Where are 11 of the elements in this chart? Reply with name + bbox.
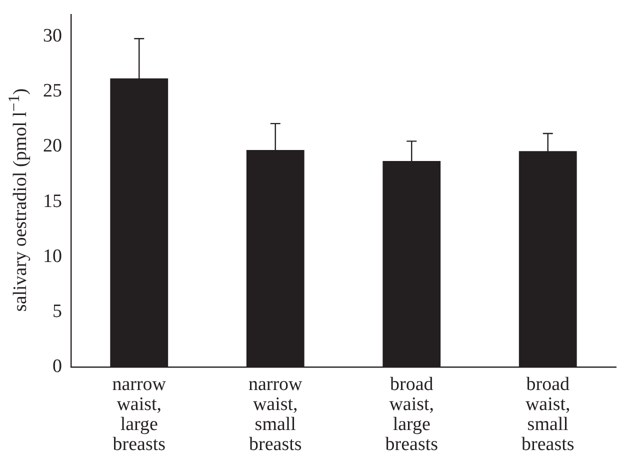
y-tick-label: 5: [52, 301, 62, 322]
x-tick-label: narrow waist, large breasts: [112, 374, 166, 456]
x-tick-label: narrow waist, small breasts: [248, 374, 303, 456]
y-tick-label: 0: [52, 356, 62, 378]
y-tick-label: 20: [43, 136, 62, 157]
y-tick-label: 25: [43, 80, 62, 102]
x-tick-label: broad waist, large breasts: [385, 374, 438, 456]
y-tick-label: 30: [43, 25, 62, 46]
x-tick-label: broad waist, small breasts: [521, 374, 574, 456]
y-tick-label: 10: [43, 246, 62, 267]
y-tick-label: 15: [43, 190, 62, 212]
